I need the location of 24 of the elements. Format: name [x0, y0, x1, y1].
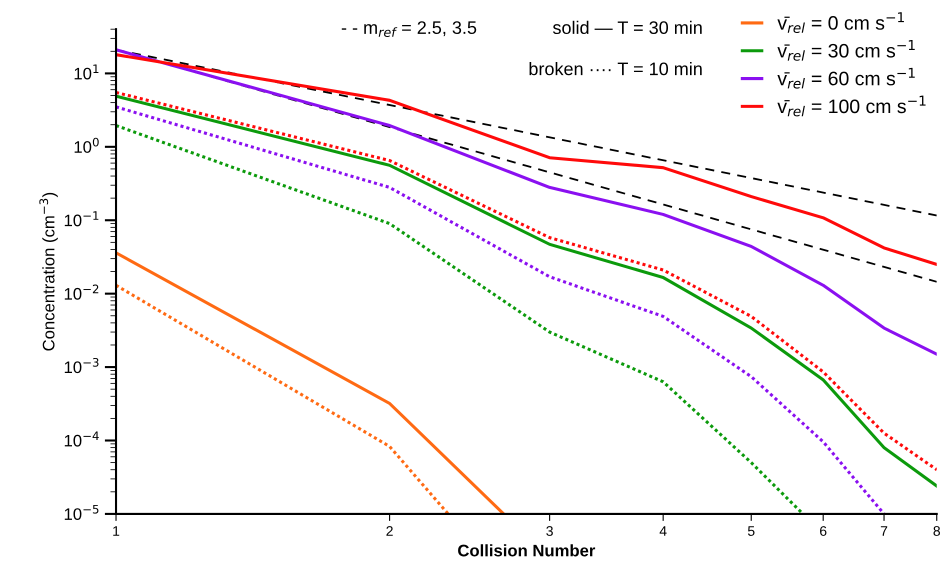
annotation: - - m$_{ref}$ = 2.5, 3.5: [342, 21, 476, 37]
x-tick-label: 1: [113, 526, 120, 536]
y-tick-label: 10$^{−2}$: [64, 284, 98, 300]
x-tick-label: 6: [820, 526, 826, 536]
annotation: solid — T = 30 min: [552, 20, 702, 34]
legend-label: v̄$_{rel}$ = 0 cm s$^{−1}$: [777, 12, 904, 33]
legend-label: v̄$_{rel}$ = 100 cm s$^{−1}$: [777, 96, 926, 116]
y-tick-label: 10$^{−3}$: [64, 358, 99, 374]
y-tick-label: 10$^{0}$: [74, 138, 99, 153]
y-tick-label: 10$^{−1}$: [64, 211, 98, 226]
legend-label: v̄$_{rel}$ = 30 cm s$^{−1}$: [777, 40, 915, 61]
x-tick-label: 4: [660, 526, 667, 536]
x-axis-title: Collision Number: [458, 544, 596, 556]
x-tick-label: 3: [546, 526, 553, 536]
annotation: broken ···· T = 10 min: [530, 62, 702, 76]
x-tick-label: 8: [933, 526, 940, 536]
legend-label: v̄$_{rel}$ = 60 cm s$^{−1}$: [777, 68, 915, 89]
x-tick-label: 5: [748, 526, 755, 536]
y-tick-label: 10$^{−4}$: [64, 432, 99, 447]
y-tick-label: 10$^{1}$: [74, 64, 98, 80]
x-tick-label: 7: [880, 526, 888, 536]
x-tick-label: 2: [386, 526, 393, 536]
y-axis-title: Concentration (cm$^{−3}$): [39, 192, 58, 351]
y-tick-label: 10$^{−5}$: [64, 504, 98, 520]
